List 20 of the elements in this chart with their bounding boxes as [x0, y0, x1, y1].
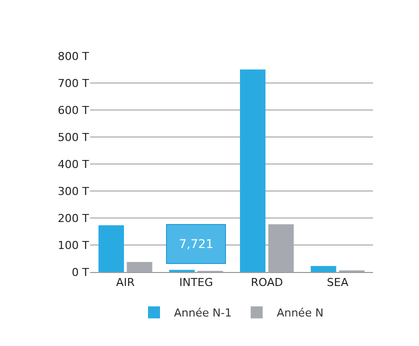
y-tick-label: 300 T: [58, 184, 90, 198]
x-tick-label: AIR: [116, 276, 135, 290]
bar: [310, 266, 336, 272]
y-tick-label: 800 T: [58, 50, 90, 63]
x-tick-label: SEA: [326, 276, 349, 290]
bar: [98, 225, 124, 272]
x-tick-label: ROAD: [250, 276, 283, 290]
bar: [126, 262, 152, 272]
y-tick-label: 100 T: [58, 238, 90, 252]
y-tick-label: 600 T: [58, 104, 90, 117]
annotation: 7,721: [179, 237, 214, 251]
y-tick-label: 200 T: [58, 212, 90, 225]
legend-label: Année N-1: [174, 306, 232, 320]
x-tick-label: INTEG: [179, 276, 213, 290]
y-tick-label: 400 T: [58, 158, 90, 171]
y-tick-label: 700 T: [58, 76, 90, 90]
y-tick-label: 0 T: [72, 266, 90, 279]
y-tick-label: 500 T: [58, 130, 90, 144]
bar: [240, 70, 266, 272]
legend-label: Année N: [276, 306, 324, 320]
